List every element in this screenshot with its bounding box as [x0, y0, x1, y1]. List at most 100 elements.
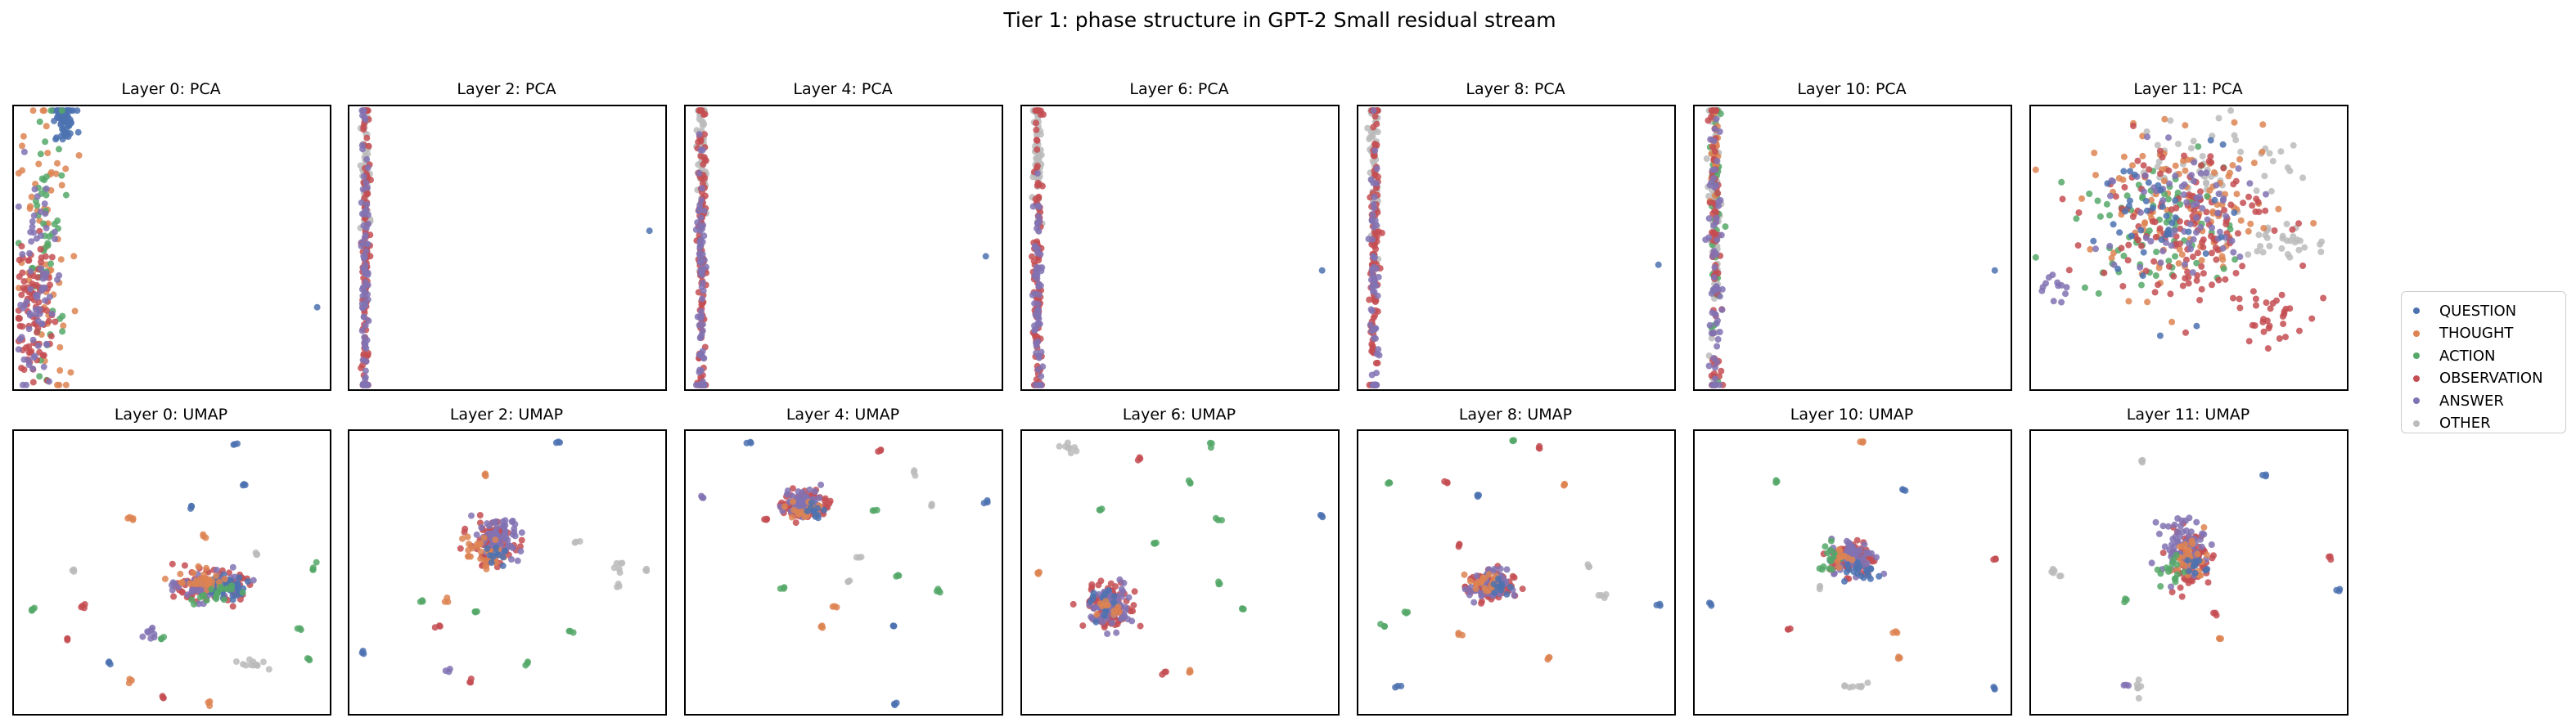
data-point-answer	[1371, 254, 1378, 261]
data-point-thought	[2182, 122, 2189, 129]
data-point-question	[493, 544, 500, 551]
data-point-answer	[2197, 224, 2204, 231]
data-point-thought	[790, 498, 796, 505]
data-point-answer	[699, 146, 706, 154]
data-point-other	[2139, 456, 2146, 464]
data-point-observation	[1366, 296, 1373, 303]
data-point-thought	[2203, 551, 2210, 559]
data-point-answer	[1034, 300, 1042, 307]
data-point-question	[1860, 574, 1867, 581]
data-point-thought	[52, 170, 60, 177]
data-point-answer	[692, 381, 700, 388]
data-point-action	[47, 107, 55, 114]
data-point-thought	[1097, 600, 1105, 608]
data-point-question	[1495, 575, 1502, 582]
legend-marker	[2413, 307, 2420, 314]
data-point-answer	[358, 199, 365, 206]
data-point-question	[1490, 581, 1497, 588]
data-point-action	[2231, 256, 2239, 263]
data-point-answer	[468, 512, 475, 519]
panel-title: Layer 6: UMAP	[1122, 406, 1236, 424]
data-point-other	[1369, 133, 1376, 141]
data-point-answer	[2196, 536, 2204, 543]
data-point-other	[2134, 684, 2141, 692]
data-point-answer	[493, 518, 500, 525]
data-point-observation	[2198, 162, 2205, 169]
data-point-thought	[29, 107, 37, 114]
data-point-thought	[1544, 656, 1551, 663]
data-point-observation	[179, 589, 187, 596]
data-point-answer	[1113, 629, 1120, 636]
data-point-answer	[1712, 375, 1719, 383]
data-point-answer	[1368, 371, 1376, 379]
data-point-answer	[1714, 343, 1721, 350]
data-point-answer	[2092, 245, 2099, 253]
data-point-question	[2143, 207, 2150, 214]
legend-marker	[2413, 352, 2420, 359]
data-point-answer	[2159, 248, 2167, 255]
data-point-other	[2057, 572, 2065, 580]
data-point-answer	[1104, 631, 1111, 637]
data-point-question	[233, 591, 241, 599]
data-point-question	[2128, 232, 2135, 240]
data-point-thought	[2178, 251, 2186, 258]
data-point-answer	[1119, 588, 1127, 595]
data-point-answer	[38, 287, 46, 294]
data-point-observation	[2200, 236, 2207, 244]
data-point-observation	[1136, 454, 1143, 461]
data-point-other	[2266, 242, 2273, 249]
data-point-observation	[18, 365, 25, 371]
data-point-observation	[360, 126, 367, 133]
data-point-answer	[363, 224, 370, 231]
data-point-observation	[2265, 325, 2272, 332]
data-point-answer	[1128, 617, 1136, 625]
data-point-action	[2153, 249, 2160, 256]
data-point-observation	[2150, 258, 2158, 265]
data-point-action	[2106, 212, 2114, 219]
data-point-thought	[128, 677, 135, 684]
data-point-answer	[359, 357, 367, 364]
data-point-answer	[30, 212, 38, 219]
data-point-answer	[1368, 266, 1376, 273]
data-point-question	[2195, 557, 2203, 564]
data-point-observation	[37, 245, 44, 253]
data-point-action	[191, 600, 197, 608]
data-point-answer	[2180, 191, 2187, 198]
data-point-observation	[2151, 289, 2159, 296]
data-point-answer	[1714, 336, 1722, 343]
data-point-action	[34, 202, 41, 209]
data-point-observation	[1034, 182, 1041, 189]
data-point-observation	[2196, 297, 2204, 303]
data-point-action	[1828, 566, 1835, 573]
data-point-action	[1239, 605, 1246, 613]
data-point-other	[2167, 117, 2174, 124]
data-point-observation	[2208, 249, 2215, 257]
data-point-answer	[43, 341, 51, 348]
scatter-plot	[1377, 437, 1664, 691]
data-point-action	[2172, 253, 2178, 260]
data-point-answer	[2141, 172, 2149, 179]
data-point-observation	[2119, 283, 2127, 289]
data-point-answer	[2144, 133, 2150, 141]
data-point-question	[1498, 583, 1506, 590]
data-point-thought	[215, 578, 223, 586]
data-point-answer	[26, 249, 33, 257]
data-point-other	[2286, 168, 2294, 175]
data-point-observation	[2146, 166, 2153, 173]
scatter-panel	[1693, 429, 2012, 716]
data-point-thought	[19, 142, 25, 150]
data-point-observation	[2230, 181, 2237, 188]
data-point-answer	[1367, 321, 1374, 329]
data-point-observation	[2326, 553, 2332, 560]
data-point-observation	[1706, 199, 1714, 206]
data-point-answer	[2236, 254, 2244, 260]
data-point-answer	[1029, 291, 1036, 298]
data-point-observation	[698, 175, 705, 182]
data-point-answer	[2214, 209, 2222, 217]
data-point-question	[2104, 180, 2111, 187]
data-point-answer	[1702, 236, 1709, 244]
data-point-observation	[18, 291, 25, 298]
data-point-answer	[1713, 115, 1720, 123]
data-point-observation	[36, 348, 43, 356]
data-point-question	[2126, 197, 2133, 204]
